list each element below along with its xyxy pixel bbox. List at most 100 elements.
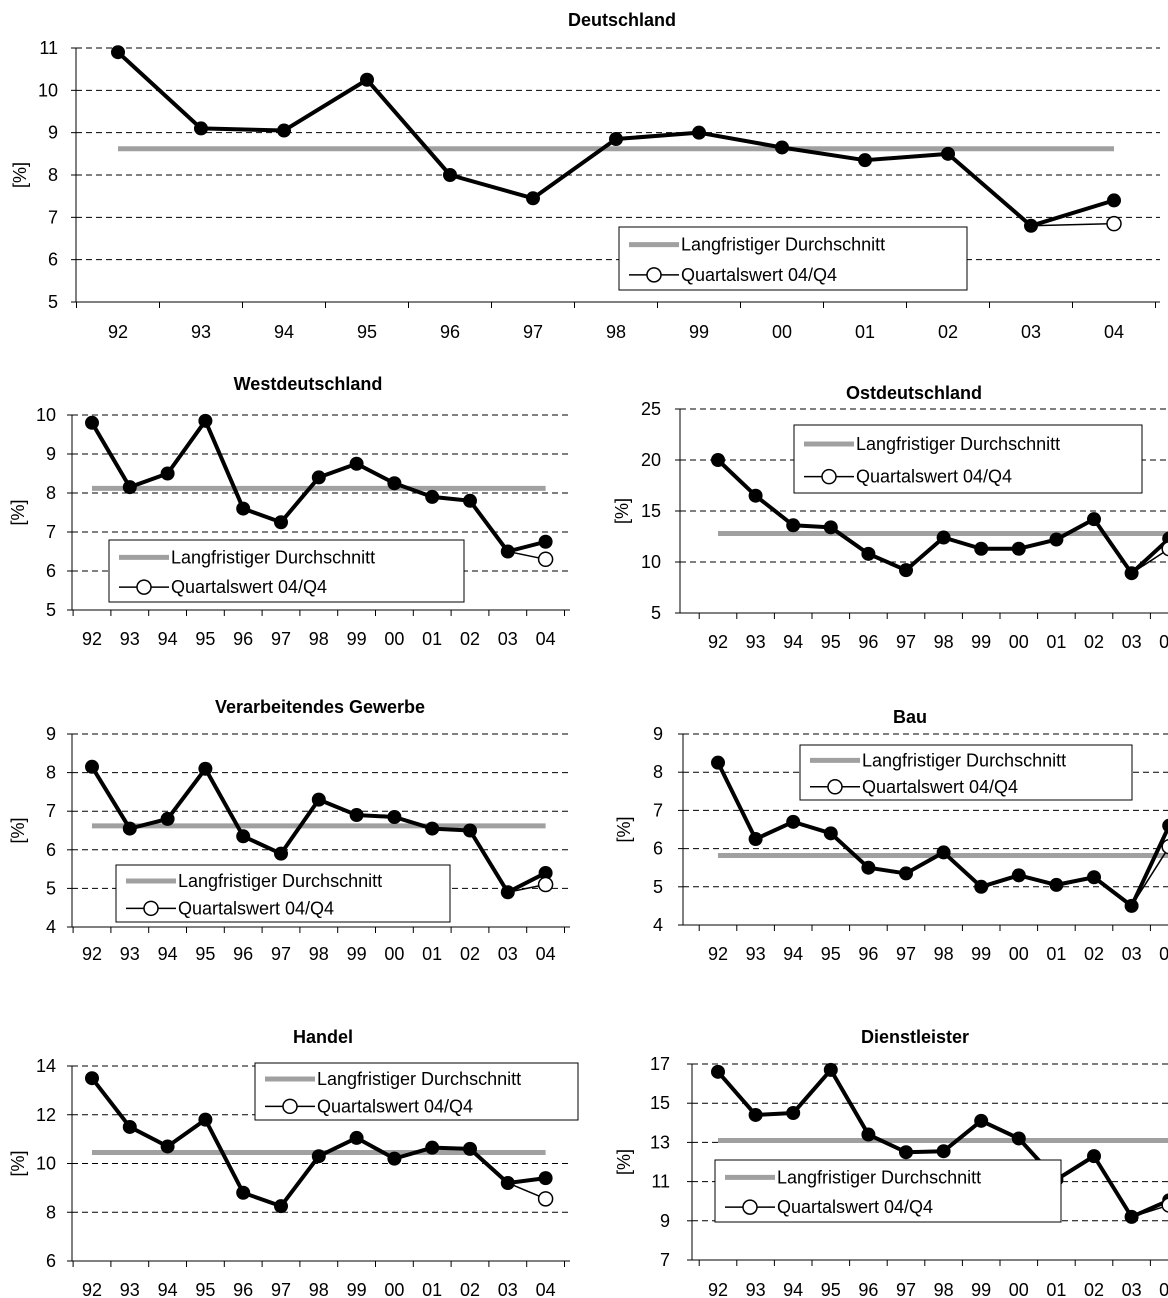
y-tick-label: 7 bbox=[660, 1250, 670, 1270]
data-point bbox=[936, 530, 951, 545]
chart-panel: Handel [%] 6 8 10 12 14 92 93 94 95 96 97 98 99 00 01 02 0… bbox=[8, 1027, 579, 1298]
data-point bbox=[1049, 877, 1064, 892]
data-point bbox=[526, 191, 540, 206]
x-tick-label: 97 bbox=[896, 944, 916, 964]
chart-title: Bau bbox=[893, 707, 927, 727]
x-tick-label: 94 bbox=[158, 944, 178, 964]
y-axis-label: [%] bbox=[8, 817, 28, 843]
legend-box bbox=[618, 226, 968, 291]
legend-label-q4: Quartalswert 04/Q4 bbox=[178, 898, 334, 918]
x-tick-label: 04 bbox=[536, 944, 556, 964]
data-point bbox=[425, 489, 440, 504]
x-tick-label: 01 bbox=[1046, 1280, 1066, 1298]
x-tick-label: 01 bbox=[422, 1280, 442, 1298]
y-tick-label: 10 bbox=[36, 1154, 56, 1174]
data-point bbox=[198, 413, 213, 428]
data-point bbox=[236, 829, 251, 844]
x-tick-label: 92 bbox=[708, 632, 728, 652]
data-point bbox=[711, 453, 725, 467]
data-point bbox=[387, 476, 402, 491]
y-tick-label: 9 bbox=[48, 123, 58, 143]
x-tick-label: 02 bbox=[1084, 632, 1104, 652]
y-tick-label: 9 bbox=[46, 444, 56, 464]
x-tick-label: 96 bbox=[440, 322, 460, 342]
x-tick-label: 01 bbox=[422, 629, 442, 649]
x-tick-label: 01 bbox=[855, 322, 875, 342]
q4-point bbox=[1161, 1197, 1168, 1213]
x-tick-label: 96 bbox=[858, 632, 878, 652]
y-tick-label: 8 bbox=[46, 1202, 56, 1222]
data-point bbox=[236, 501, 251, 516]
data-point bbox=[609, 132, 623, 147]
x-tick-label: 93 bbox=[191, 322, 211, 342]
data-point bbox=[349, 456, 364, 471]
y-tick-label: 6 bbox=[46, 840, 56, 860]
x-tick-label: 96 bbox=[858, 944, 878, 964]
data-point bbox=[160, 1139, 175, 1154]
x-tick-label: 92 bbox=[82, 1280, 102, 1298]
y-tick-label: 6 bbox=[48, 250, 58, 270]
y-tick-label: 5 bbox=[46, 600, 56, 620]
y-tick-label: 17 bbox=[650, 1054, 670, 1074]
legend-label-mean: Langfristiger Durchschnitt bbox=[178, 871, 382, 891]
legend: Langfristiger Durchschnitt Quartalswert 0… bbox=[799, 744, 1133, 801]
data-point bbox=[122, 821, 137, 836]
legend-box bbox=[108, 539, 465, 603]
data-point bbox=[748, 1107, 763, 1122]
x-tick-label: 02 bbox=[1084, 944, 1104, 964]
y-tick-label: 6 bbox=[653, 839, 663, 859]
data-point bbox=[823, 1062, 838, 1077]
data-point bbox=[85, 1071, 99, 1086]
q4-line bbox=[1030, 222, 1115, 227]
y-tick-label: 8 bbox=[46, 763, 56, 783]
legend-label-q4: Quartalswert 04/Q4 bbox=[317, 1096, 473, 1116]
data-point bbox=[1011, 541, 1026, 556]
data-point bbox=[443, 168, 457, 182]
x-tick-label: 94 bbox=[158, 629, 178, 649]
x-tick-label: 98 bbox=[934, 944, 954, 964]
x-tick-label: 00 bbox=[1009, 944, 1029, 964]
data-point bbox=[936, 1144, 951, 1159]
y-tick-label: 12 bbox=[36, 1105, 56, 1125]
data-point bbox=[122, 1119, 137, 1134]
data-point bbox=[775, 140, 789, 155]
data-point bbox=[974, 541, 989, 556]
legend-q4-swatch-marker bbox=[827, 779, 843, 795]
data-point bbox=[198, 761, 213, 776]
x-tick-label: 03 bbox=[1122, 944, 1142, 964]
data-point bbox=[198, 1112, 213, 1127]
y-tick-label: 13 bbox=[650, 1132, 670, 1152]
x-tick-label: 99 bbox=[347, 944, 367, 964]
x-tick-label: 97 bbox=[271, 944, 291, 964]
y-tick-label: 15 bbox=[650, 1093, 670, 1113]
data-point bbox=[899, 563, 913, 578]
x-tick-label: 95 bbox=[357, 322, 377, 342]
x-tick-label: 92 bbox=[82, 944, 102, 964]
x-tick-label: 04 bbox=[1104, 322, 1124, 342]
y-tick-label: 7 bbox=[46, 801, 56, 821]
x-tick-label: 04 bbox=[1159, 632, 1168, 652]
x-tick-label: 95 bbox=[195, 1280, 215, 1298]
data-point bbox=[974, 1113, 989, 1128]
q4-point bbox=[1161, 839, 1168, 855]
data-point bbox=[1124, 566, 1139, 581]
data-point bbox=[899, 1145, 913, 1160]
data-point bbox=[692, 125, 706, 140]
data-point bbox=[274, 1199, 288, 1214]
data-point bbox=[463, 823, 477, 838]
y-tick-label: 7 bbox=[653, 800, 663, 820]
chart-panel: Bau [%] 4 5 6 7 8 9 92 93 94 95 96 97 98 99 00 01 02 03 04 La… bbox=[614, 707, 1168, 964]
x-tick-label: 98 bbox=[309, 944, 329, 964]
x-tick-label: 98 bbox=[309, 1280, 329, 1298]
data-point bbox=[786, 518, 801, 533]
chart-title: Ostdeutschland bbox=[846, 383, 982, 403]
legend-q4-swatch-marker bbox=[821, 468, 837, 485]
data-point bbox=[160, 466, 175, 481]
data-point bbox=[1087, 870, 1101, 885]
legend: Langfristiger Durchschnitt Quartalswert 0… bbox=[714, 1159, 1062, 1223]
data-point bbox=[1011, 1131, 1026, 1146]
legend: Langfristiger Durchschnitt Quartalswert 0… bbox=[254, 1062, 579, 1121]
data-point bbox=[1024, 218, 1038, 233]
y-axis-label: [%] bbox=[614, 1149, 634, 1175]
data-point bbox=[1162, 818, 1168, 833]
